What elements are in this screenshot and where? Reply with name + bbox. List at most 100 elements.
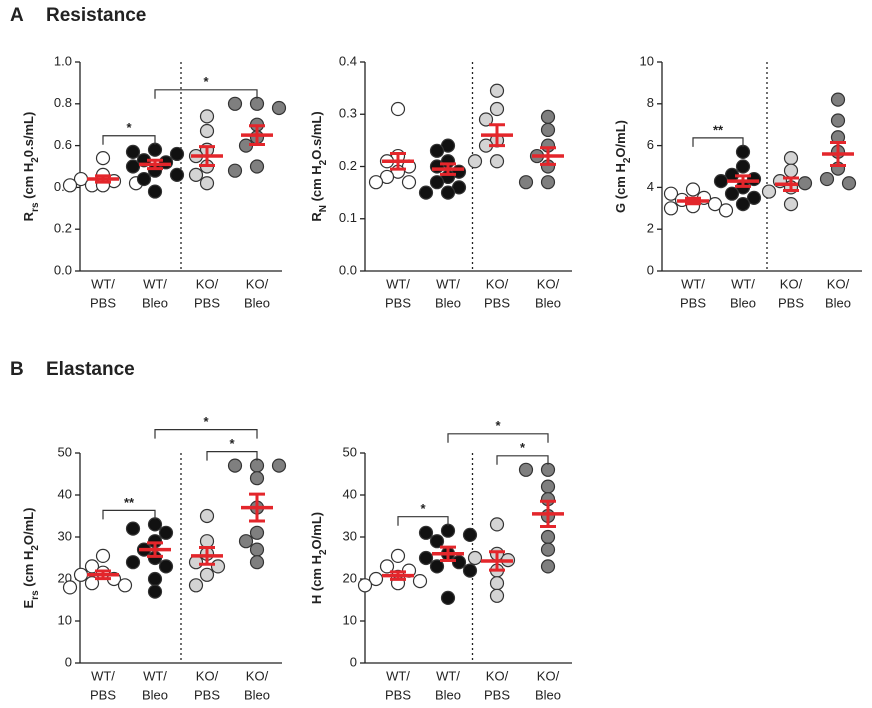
significance-label: *	[420, 501, 426, 516]
data-point	[830, 113, 846, 128]
data-point	[540, 109, 556, 124]
panel-letter: A	[10, 5, 24, 26]
data-point	[125, 521, 141, 536]
significance-label: **	[713, 122, 724, 137]
y-tick-label: 50	[58, 444, 72, 459]
y-label-part: rs	[30, 202, 41, 212]
data-point	[199, 176, 215, 191]
data-point	[227, 458, 243, 473]
significance-label: *	[203, 414, 209, 429]
x-tick-label: PBS	[90, 687, 116, 702]
y-label-part: 2	[30, 545, 41, 551]
data-point	[467, 154, 483, 169]
data-point	[249, 458, 265, 473]
data-point	[390, 101, 406, 117]
x-tick-label: PBS	[90, 295, 116, 310]
data-point	[467, 550, 483, 566]
y-label-part: G (cm H	[613, 163, 628, 213]
data-point	[819, 171, 835, 187]
y-tick-label: 0.8	[54, 95, 72, 110]
y-tick-label: 10	[343, 612, 357, 627]
data-point	[489, 576, 505, 591]
data-point	[462, 563, 478, 578]
data-point	[429, 534, 445, 549]
x-tick-label: WT/	[143, 276, 167, 291]
data-point	[390, 548, 406, 564]
y-axis-label: RN (cm H2O.s/mL)	[309, 111, 329, 221]
y-tick-label: 2	[647, 221, 654, 236]
significance-label: **	[124, 495, 135, 510]
x-tick-label: KO/	[196, 276, 219, 291]
y-tick-label: 4	[647, 179, 654, 194]
x-tick-label: Bleo	[825, 295, 851, 310]
data-point	[440, 523, 456, 538]
y-label-part: R	[309, 212, 324, 222]
x-tick-label: Bleo	[142, 295, 168, 310]
x-tick-label: KO/	[827, 276, 850, 291]
data-point	[540, 529, 556, 545]
y-tick-label: 0.3	[339, 106, 357, 121]
data-point	[199, 109, 215, 124]
x-tick-label: KO/	[486, 276, 509, 291]
y-tick-label: 40	[58, 486, 72, 501]
data-point	[188, 167, 204, 182]
x-tick-label: KO/	[780, 276, 803, 291]
y-tick-label: 0.0	[54, 262, 72, 277]
significance-bracket	[496, 455, 549, 465]
significance-label: *	[229, 436, 235, 451]
y-label-part: O/mL)	[309, 512, 324, 550]
data-point	[429, 175, 445, 190]
data-point	[540, 479, 556, 494]
data-point	[489, 517, 505, 532]
data-point	[412, 573, 428, 589]
significance-bracket	[102, 509, 156, 520]
x-tick-label: KO/	[246, 668, 269, 683]
data-point	[117, 578, 133, 593]
y-tick-label: 8	[647, 95, 654, 110]
x-tick-label: WT/	[436, 276, 460, 291]
panel-title: Elastance	[46, 359, 135, 380]
y-tick-label: 0.4	[339, 53, 357, 68]
y-label-part: 2	[30, 157, 41, 163]
data-point	[489, 83, 505, 98]
significance-label: *	[520, 440, 526, 455]
x-tick-label: KO/	[246, 276, 269, 291]
data-point	[62, 178, 78, 193]
data-point	[147, 517, 163, 532]
x-tick-label: Bleo	[435, 687, 461, 702]
significance-bracket	[102, 135, 156, 145]
x-tick-label: KO/	[196, 668, 219, 683]
data-point	[540, 462, 556, 477]
x-tick-label: WT/	[143, 668, 167, 683]
y-tick-label: 0.1	[339, 210, 357, 225]
data-point	[707, 197, 723, 212]
data-point	[368, 175, 384, 190]
data-point	[663, 186, 679, 201]
data-point	[210, 559, 226, 574]
data-point	[489, 101, 505, 117]
data-point	[735, 159, 751, 174]
y-tick-label: 10	[640, 53, 654, 68]
x-tick-label: Bleo	[244, 687, 270, 702]
panel-title: Resistance	[46, 5, 146, 26]
data-point	[783, 151, 799, 166]
y-label-part: 2	[318, 159, 329, 165]
data-point	[271, 100, 287, 116]
y-label-part: E	[21, 599, 36, 608]
y-axis-label: G (cm H2O/mL)	[613, 120, 633, 213]
y-tick-label: 0.0	[339, 262, 357, 277]
y-tick-label: 50	[343, 444, 357, 459]
data-point	[271, 458, 287, 473]
data-point	[761, 184, 777, 199]
data-point	[249, 471, 265, 486]
y-tick-label: 0.2	[54, 221, 72, 236]
data-point	[401, 175, 417, 190]
data-point	[238, 534, 254, 549]
x-tick-label: Bleo	[535, 687, 561, 702]
significance-label: *	[203, 74, 209, 89]
data-point	[783, 163, 799, 178]
data-point	[73, 567, 89, 582]
data-point	[158, 559, 174, 574]
data-point	[518, 175, 534, 190]
